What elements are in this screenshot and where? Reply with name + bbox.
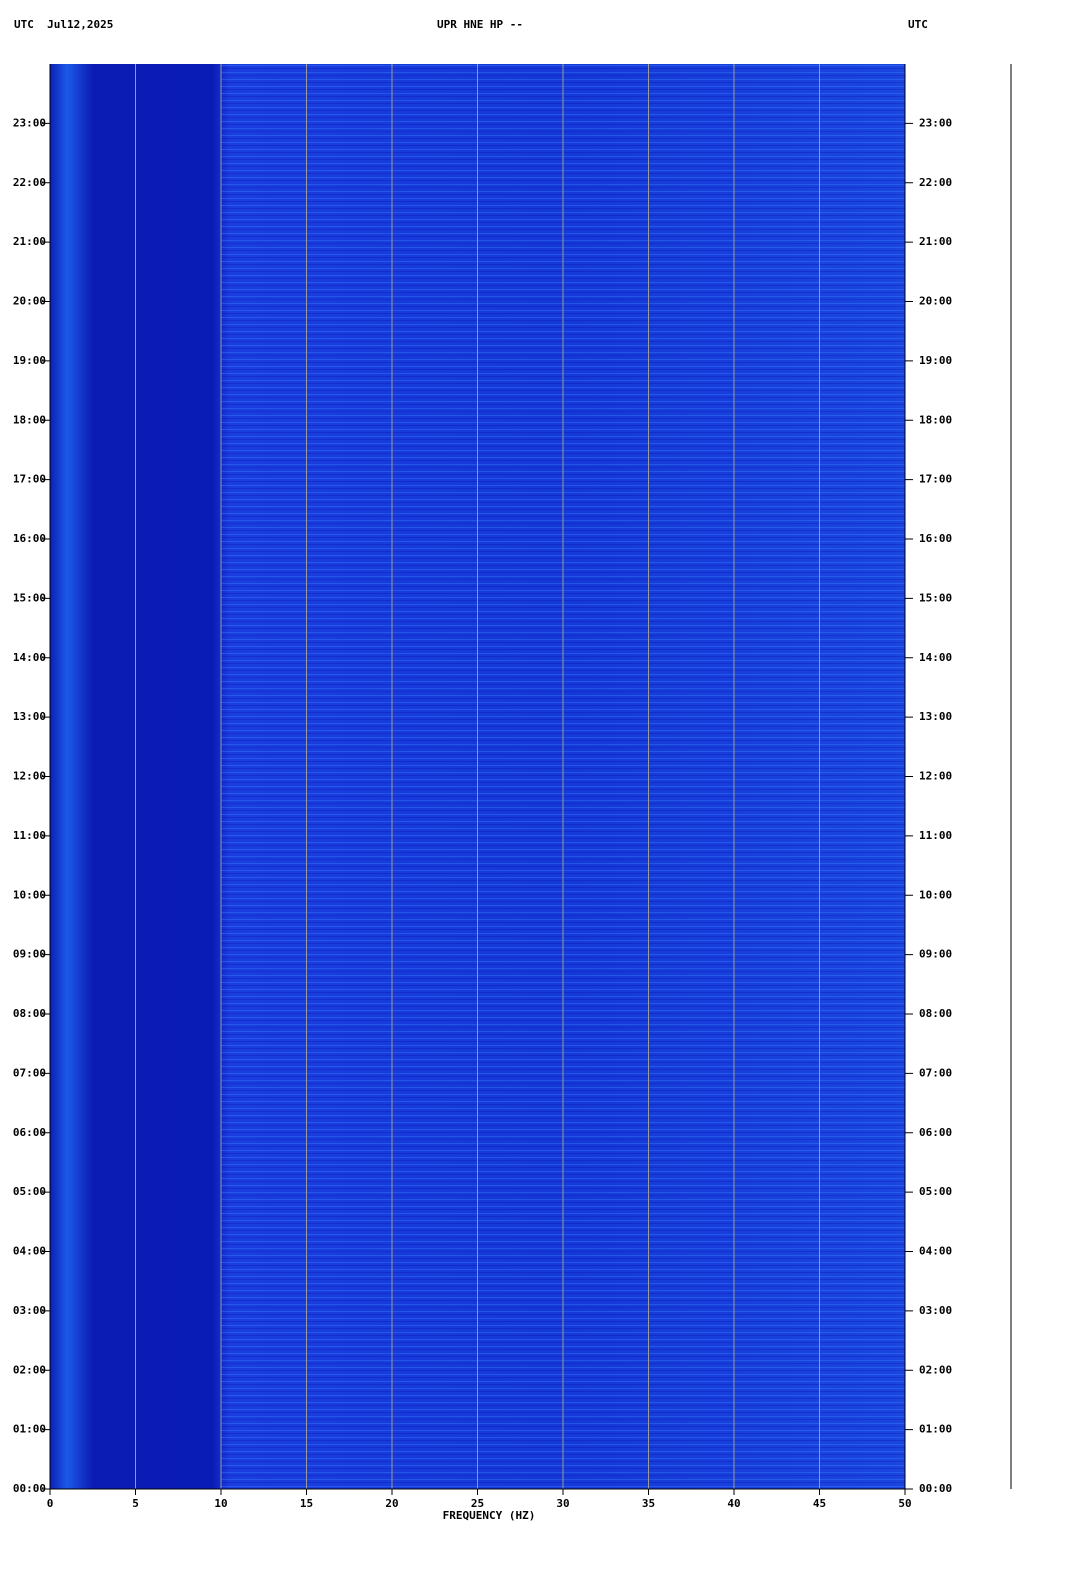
y-tick-label: 21:00 (13, 235, 46, 248)
x-tick-label: 50 (898, 1497, 911, 1510)
x-tick-label: 40 (727, 1497, 740, 1510)
y2-tick-label: 12:00 (919, 770, 952, 783)
x-tick-label: 5 (132, 1497, 139, 1510)
y2-tick-label: 00:00 (919, 1482, 952, 1495)
y-tick-label: 18:00 (13, 413, 46, 426)
y-tick-label: 08:00 (13, 1007, 46, 1020)
y2-tick-label: 19:00 (919, 354, 952, 367)
y2-tick-label: 20:00 (919, 295, 952, 308)
x-tick-label: 15 (300, 1497, 313, 1510)
right-label: UTC (908, 18, 928, 31)
y-tick-label: 09:00 (13, 948, 46, 961)
y2-tick-label: 02:00 (919, 1363, 952, 1376)
x-tick-label: 25 (471, 1497, 484, 1510)
y2-tick-label: 14:00 (919, 651, 952, 664)
y-tick-label: 14:00 (13, 651, 46, 664)
y2-tick-label: 06:00 (919, 1126, 952, 1139)
y-tick-label: 07:00 (13, 1066, 46, 1079)
y-tick-label: 06:00 (13, 1126, 46, 1139)
y-tick-label: 20:00 (13, 295, 46, 308)
x-tick-label: 20 (385, 1497, 398, 1510)
y2-tick-label: 18:00 (919, 413, 952, 426)
y-tick-label: 05:00 (13, 1185, 46, 1198)
x-tick-label: 45 (813, 1497, 826, 1510)
y-tick-label: 13:00 (13, 710, 46, 723)
y2-tick-label: 21:00 (919, 235, 952, 248)
y-tick-label: 12:00 (13, 770, 46, 783)
y-tick-label: 03:00 (13, 1304, 46, 1317)
y-tick-label: 15:00 (13, 591, 46, 604)
y-tick-label: 01:00 (13, 1423, 46, 1436)
y2-tick-label: 17:00 (919, 473, 952, 486)
x-tick-label: 35 (642, 1497, 655, 1510)
y2-tick-label: 22:00 (919, 176, 952, 189)
x-tick-label: 0 (47, 1497, 54, 1510)
y-tick-label: 23:00 (13, 116, 46, 129)
y-tick-label: 22:00 (13, 176, 46, 189)
y2-tick-label: 23:00 (919, 116, 952, 129)
y2-tick-label: 10:00 (919, 888, 952, 901)
y-tick-label: 11:00 (13, 829, 46, 842)
x-tick-label: 30 (556, 1497, 569, 1510)
y-tick-label: 10:00 (13, 888, 46, 901)
x-tick-label: 10 (214, 1497, 227, 1510)
y2-tick-label: 04:00 (919, 1245, 952, 1258)
y2-tick-label: 11:00 (919, 829, 952, 842)
y2-tick-label: 09:00 (919, 948, 952, 961)
y2-tick-label: 05:00 (919, 1185, 952, 1198)
y-tick-label: 02:00 (13, 1363, 46, 1376)
y2-tick-label: 01:00 (919, 1423, 952, 1436)
y2-tick-label: 16:00 (919, 532, 952, 545)
y-tick-label: 16:00 (13, 532, 46, 545)
y-tick-label: 04:00 (13, 1245, 46, 1258)
y2-tick-label: 03:00 (919, 1304, 952, 1317)
y2-tick-label: 13:00 (919, 710, 952, 723)
date-label: UTC Jul12,2025 (14, 18, 113, 31)
x-axis-label: FREQUENCY (HZ) (443, 1509, 536, 1522)
y-tick-label: 17:00 (13, 473, 46, 486)
y2-tick-label: 07:00 (919, 1066, 952, 1079)
y-tick-label: 19:00 (13, 354, 46, 367)
y-tick-label: 00:00 (13, 1482, 46, 1495)
chart-title: UPR HNE HP -- (437, 18, 523, 31)
y2-tick-label: 15:00 (919, 591, 952, 604)
y2-tick-label: 08:00 (919, 1007, 952, 1020)
